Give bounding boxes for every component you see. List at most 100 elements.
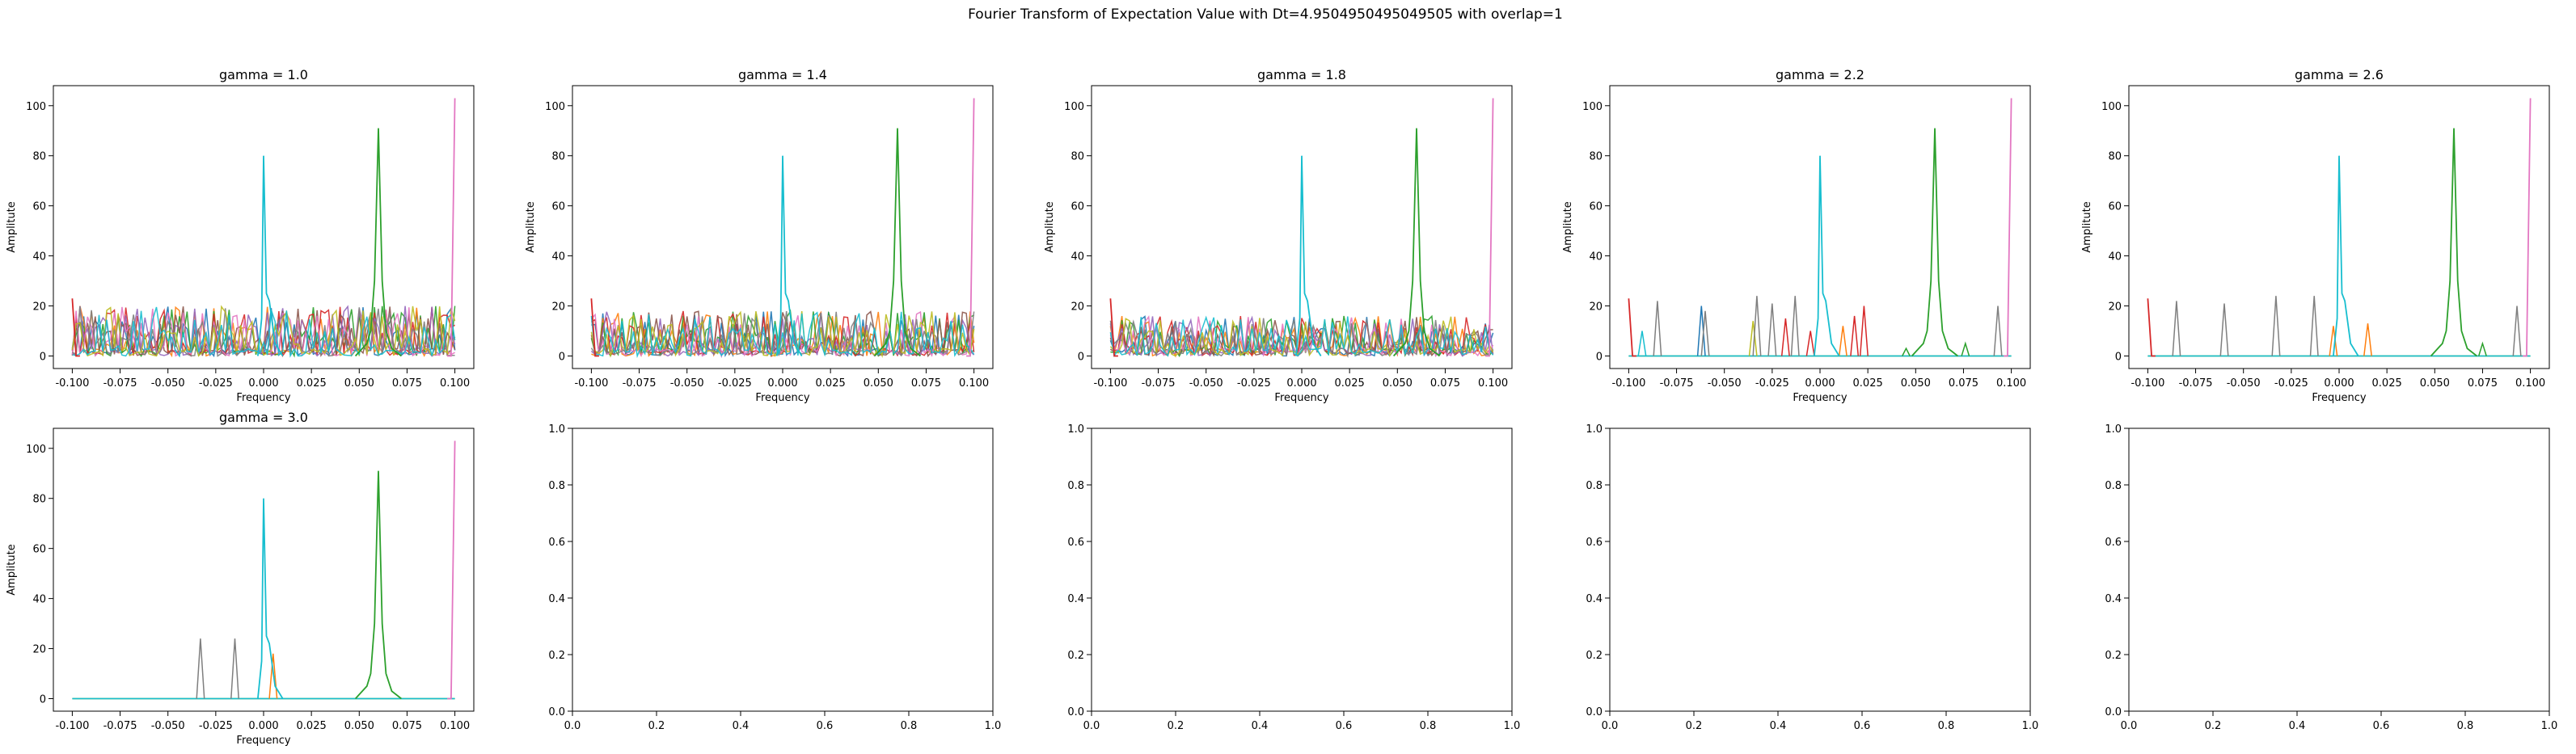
y-tick-label: 0 bbox=[1596, 352, 1603, 364]
x-tick-label: 0.4 bbox=[1770, 720, 1787, 732]
x-tick-label: 0.025 bbox=[2372, 377, 2402, 390]
y-tick-label: 20 bbox=[551, 301, 565, 314]
series-line bbox=[72, 306, 456, 358]
x-tick-label: 0.8 bbox=[2457, 720, 2474, 732]
series-line bbox=[590, 310, 974, 357]
x-tick-label: -0.075 bbox=[103, 720, 137, 732]
y-tick-label: 100 bbox=[2101, 101, 2122, 113]
y-tick-label: 0.6 bbox=[1586, 537, 1603, 549]
x-tick-label: 0.000 bbox=[1286, 377, 1316, 390]
y-tick-label: 40 bbox=[32, 251, 46, 263]
spike-mark bbox=[1696, 305, 1706, 356]
axes-frame bbox=[53, 428, 475, 712]
y-axis-label: Amplitute bbox=[6, 544, 18, 595]
x-tick-label: 0.0 bbox=[2121, 720, 2138, 732]
x-tick-label: 0.100 bbox=[959, 377, 989, 390]
subplot-title: gamma = 2.6 bbox=[2295, 67, 2384, 82]
y-tick-label: 0.4 bbox=[2105, 593, 2122, 605]
y-tick-label: 60 bbox=[2108, 201, 2122, 213]
x-tick-label: 0.100 bbox=[1996, 377, 2026, 390]
subplot-6: -0.100 -0.075 -0.050 -0.025 0.000 0.025 0.050 0… bbox=[6, 410, 475, 747]
y-tick-label: 0.0 bbox=[1586, 706, 1603, 718]
y-tick-label: 80 bbox=[2108, 151, 2122, 163]
y-tick-label: 0.6 bbox=[2105, 537, 2122, 549]
y-tick-label: 0 bbox=[559, 352, 565, 364]
x-tick-label: 0.000 bbox=[767, 377, 797, 390]
peak-line bbox=[1485, 98, 1494, 357]
subplot-5: -0.100 -0.075 -0.050 -0.025 0.000 0.025 0.050 0… bbox=[2081, 67, 2550, 404]
peak-line bbox=[2430, 128, 2477, 357]
spike-mark bbox=[1961, 341, 1970, 356]
spike-mark bbox=[1748, 321, 1758, 356]
y-tick-label: 0.6 bbox=[1067, 537, 1084, 549]
x-tick-label: 0.0 bbox=[564, 720, 581, 732]
peak-line bbox=[1814, 155, 1840, 356]
y-tick-label: 0.4 bbox=[548, 593, 565, 605]
peak-line bbox=[1911, 128, 1958, 357]
x-tick-label: -0.075 bbox=[103, 377, 137, 390]
spike-mark bbox=[1859, 305, 1869, 356]
y-tick-label: 0 bbox=[2115, 352, 2122, 364]
y-tick-label: 80 bbox=[32, 151, 46, 163]
y-tick-label: 0.8 bbox=[1586, 480, 1603, 492]
subplot-2: -0.100 -0.075 -0.050 -0.025 0.000 0.025 0.050 0… bbox=[525, 67, 994, 404]
spike-mark bbox=[2329, 326, 2338, 356]
y-tick-label: 0 bbox=[40, 352, 46, 364]
x-tick-label: -0.050 bbox=[2227, 377, 2261, 390]
x-axis-label: Frequency bbox=[1274, 392, 1328, 404]
y-tick-label: 40 bbox=[1071, 251, 1084, 263]
x-tick-label: 0.050 bbox=[864, 377, 893, 390]
x-tick-label: 0.6 bbox=[1854, 720, 1871, 732]
x-tick-label: 0.025 bbox=[816, 377, 846, 390]
x-tick-label: 0.0 bbox=[1602, 720, 1619, 732]
y-tick-label: 80 bbox=[1071, 151, 1084, 163]
x-tick-label: 0.000 bbox=[2324, 377, 2354, 390]
subplot-9: 0.0 0.2 0.4 0.6 0.8 1.0 0.0 0.2 0.4 0.6 0.8 1.0 bbox=[1586, 423, 2038, 732]
x-tick-label: -0.025 bbox=[1755, 377, 1789, 390]
x-axis-label: Frequency bbox=[755, 392, 809, 404]
y-tick-label: 100 bbox=[545, 101, 565, 113]
peak-line bbox=[1628, 298, 1636, 357]
y-tick-label: 60 bbox=[32, 201, 46, 213]
spike-mark bbox=[2477, 341, 2487, 356]
x-tick-label: 1.0 bbox=[2022, 720, 2039, 732]
subplot-7: 0.0 0.2 0.4 0.6 0.8 1.0 0.0 0.2 0.4 0.6 0.8 1.0 bbox=[548, 423, 1001, 732]
peak-line bbox=[257, 498, 284, 699]
y-tick-label: 0.2 bbox=[1067, 650, 1084, 662]
y-tick-label: 20 bbox=[1589, 301, 1603, 314]
x-tick-label: -0.050 bbox=[1708, 377, 1742, 390]
y-tick-label: 1.0 bbox=[2105, 423, 2122, 436]
x-tick-label: -0.100 bbox=[55, 377, 89, 390]
peak-line bbox=[2523, 98, 2532, 357]
peak-line bbox=[447, 440, 456, 700]
y-tick-label: 80 bbox=[32, 494, 46, 506]
y-tick-label: 0.2 bbox=[2105, 650, 2122, 662]
x-tick-label: -0.025 bbox=[2274, 377, 2308, 390]
x-tick-label: -0.100 bbox=[1611, 377, 1645, 390]
axes-layer: -0.100 -0.075 -0.050 -0.025 0.000 0.025 0.050 0… bbox=[6, 67, 2557, 747]
subplot-10: 0.0 0.2 0.4 0.6 0.8 1.0 0.0 0.2 0.4 0.6 0.8 1.0 bbox=[2105, 423, 2557, 732]
y-tick-label: 0.6 bbox=[548, 537, 565, 549]
spike-mark bbox=[1637, 331, 1647, 356]
axes-frame bbox=[572, 85, 994, 369]
spike-mark bbox=[2309, 296, 2319, 356]
x-tick-label: -0.050 bbox=[151, 720, 185, 732]
x-tick-label: 0.2 bbox=[1168, 720, 1185, 732]
y-tick-label: 40 bbox=[32, 594, 46, 606]
x-tick-label: 0.075 bbox=[1949, 377, 1978, 390]
x-tick-label: 0.025 bbox=[297, 720, 327, 732]
x-tick-label: 0.0 bbox=[1083, 720, 1100, 732]
figure-suptitle: Fourier Transform of Expectation Value w… bbox=[968, 6, 1563, 23]
y-tick-label: 0.0 bbox=[1067, 706, 1084, 718]
peak-line bbox=[354, 128, 402, 357]
x-tick-label: 0.2 bbox=[648, 720, 665, 732]
x-tick-label: -0.025 bbox=[1237, 377, 1271, 390]
x-tick-label: -0.050 bbox=[670, 377, 704, 390]
y-tick-label: 20 bbox=[32, 301, 46, 314]
y-axis-label: Amplitute bbox=[525, 201, 537, 252]
x-tick-label: -0.025 bbox=[199, 377, 233, 390]
y-tick-label: 100 bbox=[26, 444, 46, 456]
spike-mark bbox=[1850, 315, 1860, 356]
x-tick-label: 0.6 bbox=[817, 720, 834, 732]
spike-mark bbox=[1790, 296, 1800, 356]
